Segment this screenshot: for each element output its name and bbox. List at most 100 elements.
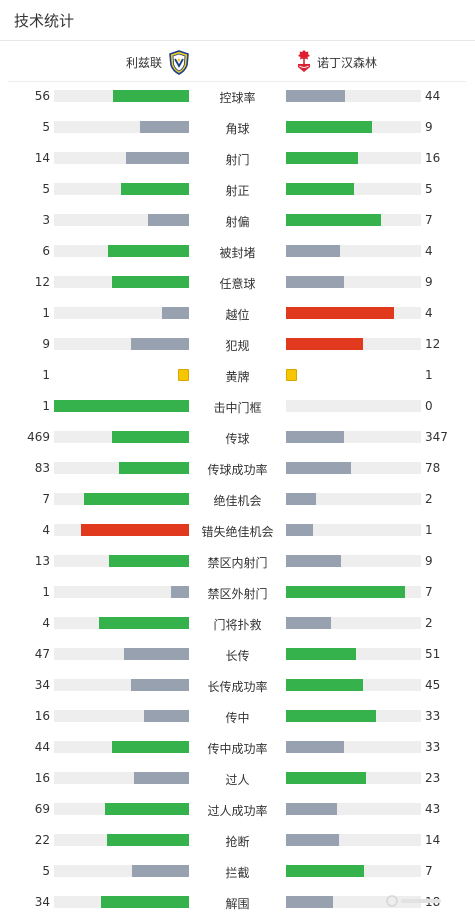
away-value: 2: [425, 616, 433, 630]
away-value: 4: [425, 244, 433, 258]
away-bar-fill: [286, 772, 366, 784]
stat-row: 83 传球成功率 78: [0, 453, 475, 484]
home-bar-fill: [54, 400, 189, 412]
home-bar-fill: [81, 524, 189, 536]
away-bar-fill: [286, 245, 340, 257]
home-bar-track: [54, 896, 189, 908]
stat-label: 传球成功率: [207, 463, 268, 477]
home-bar-track: [54, 276, 189, 288]
stat-row: 16 传中 33: [0, 701, 475, 732]
stat-row: 56 控球率 44: [0, 81, 475, 112]
away-bar-track: [286, 152, 421, 164]
home-bar-fill: [105, 803, 189, 815]
stat-row: 5 角球 9: [0, 112, 475, 143]
home-bar-track: [54, 493, 189, 505]
stat-row: 69 过人成功率 43: [0, 794, 475, 825]
stat-row: 1 禁区外射门 7: [0, 577, 475, 608]
home-team-header: 利兹联: [126, 49, 190, 75]
away-value: 45: [425, 678, 441, 692]
home-value: 13: [34, 554, 50, 568]
stat-label: 被封堵: [219, 246, 256, 260]
away-bar-fill: [286, 896, 333, 908]
away-bar-fill: [286, 90, 345, 102]
away-value: 5: [425, 182, 433, 196]
home-bar-fill: [99, 617, 189, 629]
home-bar-track: [54, 338, 189, 350]
away-value: 9: [425, 120, 433, 134]
home-bar-fill: [144, 710, 189, 722]
away-bar-track: [286, 772, 421, 784]
home-bar-fill: [113, 90, 189, 102]
home-bar-fill: [121, 183, 189, 195]
stat-label: 过人成功率: [207, 804, 268, 818]
away-bar-fill: [286, 121, 372, 133]
stat-label: 射正: [225, 184, 250, 198]
home-value: 14: [34, 151, 50, 165]
away-bar-fill: [286, 741, 344, 753]
stat-label: 错失绝佳机会: [201, 525, 274, 539]
away-bar-track: [286, 555, 421, 567]
away-value: 43: [425, 802, 441, 816]
away-value: 7: [425, 864, 433, 878]
home-bar-fill: [109, 555, 189, 567]
away-bar-fill: [286, 803, 337, 815]
away-bar-track: [286, 865, 421, 877]
away-value: 7: [425, 585, 433, 599]
away-value: 0: [425, 399, 433, 413]
away-bar-track: [286, 121, 421, 133]
away-bar-track: [286, 803, 421, 815]
home-value: 5: [42, 864, 50, 878]
away-bar-fill: [286, 276, 344, 288]
home-bar-track: [54, 679, 189, 691]
stat-label: 传中: [225, 711, 250, 725]
home-bar-track: [54, 648, 189, 660]
stat-row: 1 黄牌 1: [0, 360, 475, 391]
watermark: [386, 894, 446, 911]
home-bar-track: [54, 710, 189, 722]
home-bar-track: [54, 524, 189, 536]
home-value: 5: [42, 182, 50, 196]
away-value: 78: [425, 461, 441, 475]
stat-row: 1 越位 4: [0, 298, 475, 329]
page-title: 技术统计: [14, 12, 75, 30]
away-bar-track: [286, 307, 421, 319]
away-bar-track: [286, 741, 421, 753]
away-bar-fill: [286, 152, 358, 164]
stat-row: 4 门将扑救 2: [0, 608, 475, 639]
home-value: 3: [42, 213, 50, 227]
away-bar-fill: [286, 183, 354, 195]
stat-label: 门将扑救: [213, 618, 262, 632]
stat-row: 469 传球 347: [0, 422, 475, 453]
away-bar-fill: [286, 865, 364, 877]
away-bar-fill: [286, 307, 394, 319]
stat-row: 9 犯规 12: [0, 329, 475, 360]
away-value: 51: [425, 647, 441, 661]
away-bar-track: [286, 462, 421, 474]
stat-row: 44 传中成功率 33: [0, 732, 475, 763]
home-bar-fill: [119, 462, 189, 474]
home-bar-track: [54, 307, 189, 319]
stat-row: 4 错失绝佳机会 1: [0, 515, 475, 546]
header-divider: [8, 81, 466, 82]
away-bar-track: [286, 245, 421, 257]
away-value: 1: [425, 523, 433, 537]
home-bar-fill: [131, 338, 189, 350]
away-bar-fill: [286, 524, 313, 536]
home-bar-fill: [162, 307, 189, 319]
stat-row: 6 被封堵 4: [0, 236, 475, 267]
away-bar-fill: [286, 214, 381, 226]
home-bar-track: [54, 431, 189, 443]
stat-label: 传球: [225, 432, 250, 446]
away-value: 23: [425, 771, 441, 785]
away-team-header: 诺丁汉森林: [297, 50, 377, 74]
home-bar-fill: [84, 493, 189, 505]
away-bar-fill: [286, 679, 363, 691]
stat-label: 长传: [225, 649, 250, 663]
home-bar-fill: [101, 896, 189, 908]
away-bar-track: [286, 524, 421, 536]
home-value: 56: [34, 89, 50, 103]
home-bar-track: [54, 741, 189, 753]
home-bar-fill: [112, 431, 189, 443]
away-team-crest-icon: [298, 50, 310, 72]
away-bar-fill: [286, 431, 344, 443]
